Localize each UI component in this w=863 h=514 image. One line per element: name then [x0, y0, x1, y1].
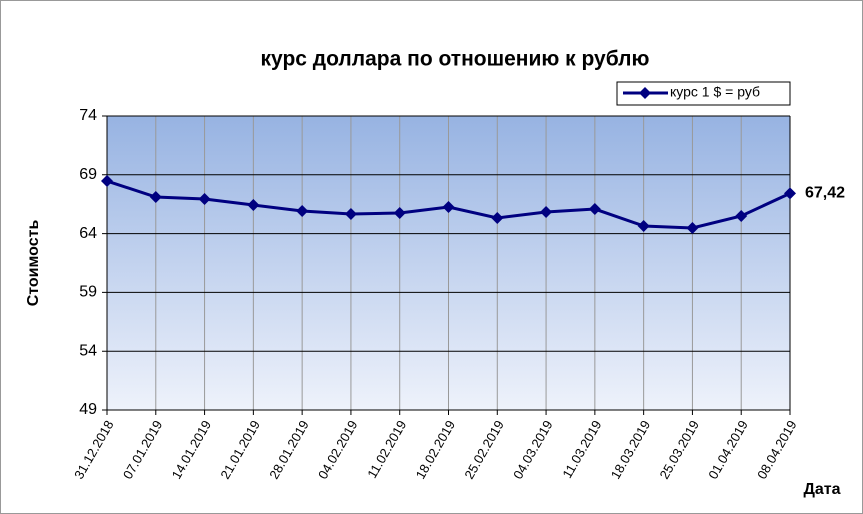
legend	[616, 81, 791, 106]
point	[149, 191, 162, 204]
x-axis-label: Дата	[803, 481, 840, 498]
point	[247, 199, 260, 212]
point	[393, 207, 406, 220]
point	[735, 209, 748, 222]
data-label: 67,42	[805, 185, 845, 202]
y-tick-label: 54	[79, 342, 97, 359]
y-axis-label: Стоимость	[25, 220, 42, 307]
point	[101, 175, 113, 188]
legend-marker	[639, 87, 651, 99]
y-tick-label: 69	[79, 166, 97, 183]
point	[784, 187, 796, 200]
y-tick-label: 59	[79, 284, 97, 301]
point	[686, 221, 699, 234]
point	[540, 205, 553, 218]
point	[637, 219, 650, 232]
point	[491, 211, 504, 224]
y-tick-label: 74	[79, 107, 97, 124]
legend-label: курс 1 $ = руб	[670, 84, 760, 100]
y-tick-label: 64	[79, 225, 97, 242]
chart-title: курс доллара по отношению к рублю	[261, 48, 650, 71]
point	[344, 207, 357, 220]
point	[198, 193, 211, 206]
point	[588, 203, 601, 216]
y-tick-label: 49	[79, 401, 97, 418]
point	[296, 205, 309, 218]
point	[442, 201, 455, 214]
